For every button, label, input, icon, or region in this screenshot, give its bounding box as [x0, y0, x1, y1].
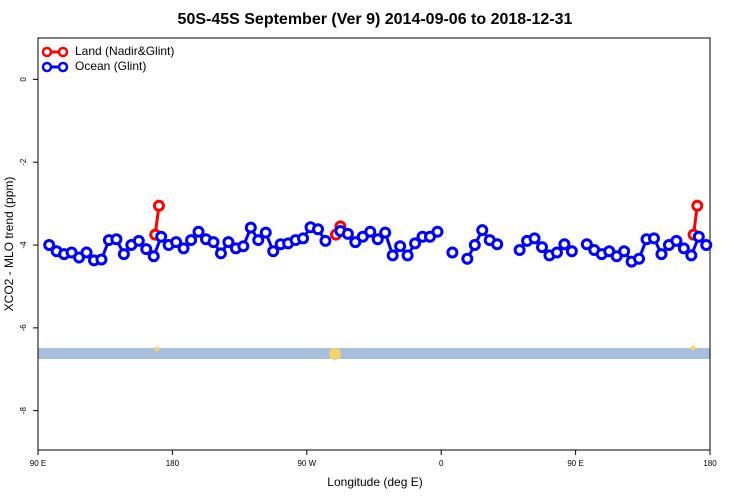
x-tick-label: 90 E — [567, 459, 583, 468]
point — [252, 234, 265, 247]
point — [565, 245, 578, 258]
point — [222, 236, 235, 249]
y-tick-label: -2 — [19, 158, 28, 166]
land-mask-blob — [690, 345, 696, 351]
point — [43, 239, 56, 252]
legend-label: Ocean (Glint) — [75, 59, 146, 73]
legend-label: Land (Nadir&Glint) — [75, 44, 174, 58]
point — [207, 236, 220, 249]
point — [155, 230, 168, 243]
point — [633, 252, 646, 265]
point — [185, 234, 198, 247]
point — [550, 246, 563, 259]
point — [259, 226, 272, 239]
point — [80, 246, 93, 259]
point — [170, 236, 183, 249]
point — [364, 225, 377, 238]
point — [192, 225, 205, 238]
x-tick-label: 90 E — [30, 459, 46, 468]
point — [297, 232, 310, 245]
point — [379, 226, 392, 239]
land-mask-blob — [154, 346, 160, 352]
point — [267, 245, 280, 258]
point — [152, 199, 165, 212]
point — [214, 247, 227, 260]
point — [117, 248, 130, 261]
point — [476, 224, 489, 237]
point — [618, 245, 631, 258]
point — [312, 223, 324, 236]
point — [177, 242, 190, 255]
point — [431, 225, 444, 238]
legend-marker — [41, 46, 53, 58]
point — [394, 240, 407, 253]
point — [95, 253, 108, 266]
legend-marker — [41, 61, 53, 73]
point — [677, 242, 690, 255]
point — [700, 239, 713, 252]
point — [692, 230, 705, 243]
point — [132, 234, 145, 247]
point — [468, 239, 481, 252]
point — [491, 238, 504, 251]
point — [140, 243, 153, 256]
legend-marker — [57, 46, 69, 58]
point — [461, 252, 474, 265]
point — [401, 249, 414, 262]
y-tick-label: -8 — [19, 407, 28, 415]
y-axis-label: XCO2 - MLO trend (ppm) — [2, 177, 16, 312]
point — [244, 221, 257, 234]
point — [341, 227, 354, 240]
x-axis-label: Longitude (deg E) — [327, 475, 422, 489]
land-mask-blob — [329, 348, 341, 360]
x-tick-label: 90 W — [297, 459, 316, 468]
point — [670, 234, 683, 247]
point — [110, 233, 123, 246]
point — [691, 199, 704, 212]
land-mask-band — [38, 348, 710, 359]
point — [349, 236, 362, 249]
series-line — [153, 205, 699, 236]
point — [386, 249, 399, 262]
point — [319, 234, 332, 247]
point — [147, 250, 160, 263]
point — [371, 233, 384, 246]
point — [536, 241, 548, 254]
x-tick-label: 0 — [439, 459, 444, 468]
point — [446, 246, 459, 259]
point — [558, 238, 571, 251]
y-tick-label: 0 — [19, 77, 28, 82]
point — [580, 238, 593, 251]
legend-marker — [57, 61, 69, 73]
point — [409, 237, 422, 250]
y-tick-label: -6 — [19, 324, 28, 332]
y-tick-label: -4 — [19, 241, 28, 249]
point — [685, 249, 698, 262]
point — [528, 232, 541, 245]
point — [655, 248, 668, 261]
point — [513, 244, 526, 257]
x-tick-label: 180 — [703, 459, 717, 468]
x-tick-label: 180 — [166, 459, 180, 468]
chart-title: 50S-45S September (Ver 9) 2014-09-06 to … — [178, 11, 573, 28]
point — [648, 232, 660, 245]
point — [237, 240, 250, 253]
